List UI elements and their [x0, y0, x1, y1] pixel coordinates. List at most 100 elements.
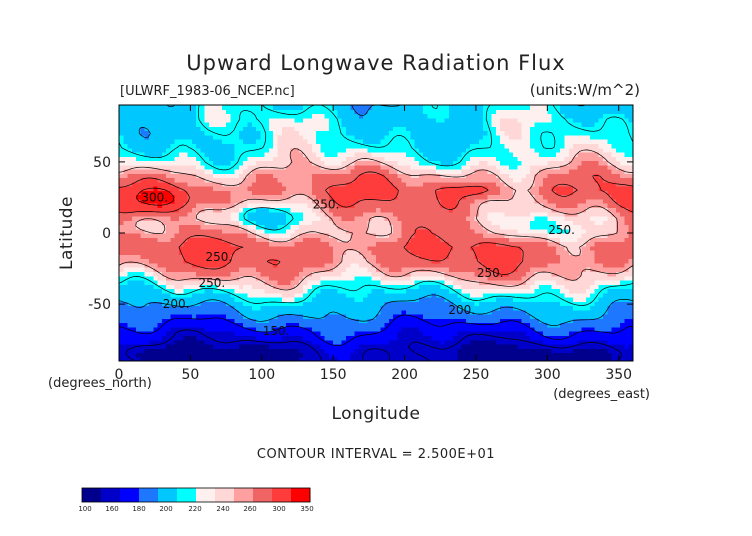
heatmap-cell — [590, 262, 596, 268]
heatmap-cell — [217, 233, 223, 238]
heatmap-cell — [397, 211, 403, 217]
heatmap-cell — [388, 254, 394, 260]
heatmap-cell — [350, 301, 356, 307]
heatmap-cell — [200, 279, 206, 285]
heatmap-cell — [487, 271, 493, 277]
heatmap-cell — [590, 314, 596, 319]
heatmap-cell — [251, 258, 257, 264]
heatmap-cell — [568, 326, 574, 332]
heatmap-cell — [307, 352, 313, 358]
heatmap-cell — [594, 339, 600, 345]
heatmap-cell — [521, 352, 527, 358]
heatmap-cell — [371, 309, 377, 315]
heatmap-cell — [230, 292, 236, 298]
heatmap-cell — [581, 190, 587, 196]
heatmap-cell — [341, 279, 347, 285]
heatmap-cell — [178, 220, 184, 226]
heatmap-cell — [504, 335, 510, 341]
heatmap-cell — [594, 207, 600, 213]
heatmap-cell — [478, 254, 484, 260]
heatmap-cell — [196, 203, 201, 208]
heatmap-cell — [260, 288, 266, 294]
heatmap-cell — [350, 241, 356, 247]
heatmap-cell — [405, 207, 411, 213]
heatmap-cell — [388, 181, 394, 187]
heatmap-cell — [144, 215, 150, 221]
heatmap-cell — [286, 203, 291, 208]
heatmap-cell — [435, 331, 441, 336]
heatmap-cell — [607, 356, 613, 362]
heatmap-cell — [153, 233, 159, 238]
heatmap-cell — [316, 352, 321, 358]
heatmap-cell — [191, 284, 197, 290]
heatmap-cell — [491, 224, 497, 230]
heatmap-cell — [397, 250, 403, 255]
heatmap-cell — [453, 322, 458, 328]
heatmap-cell — [221, 331, 227, 336]
heatmap-cell — [543, 186, 548, 191]
heatmap-cell — [555, 275, 561, 281]
heatmap-cell — [495, 224, 501, 230]
heatmap-cell — [393, 220, 399, 226]
heatmap-cell — [393, 237, 399, 243]
heatmap-cell — [525, 250, 531, 255]
heatmap-cell — [324, 224, 330, 230]
heatmap-cell — [504, 356, 510, 362]
heatmap-cell — [487, 241, 493, 247]
heatmap-cell — [234, 181, 240, 187]
heatmap-cell — [470, 292, 476, 298]
heatmap-cell — [483, 211, 488, 217]
heatmap-cell — [393, 309, 399, 315]
heatmap-cell — [243, 203, 249, 208]
heatmap-cell — [543, 237, 548, 243]
heatmap-cell — [144, 245, 150, 251]
heatmap-cell — [243, 245, 249, 251]
heatmap-cell — [534, 267, 540, 272]
heatmap-cell — [264, 215, 270, 221]
heatmap-cell — [161, 186, 167, 191]
heatmap-cell — [290, 254, 296, 260]
heatmap-cell — [500, 254, 506, 260]
heatmap-cell — [538, 343, 544, 349]
heatmap-cell — [136, 181, 142, 187]
heatmap-cell — [590, 233, 596, 238]
heatmap-cell — [221, 305, 227, 311]
heatmap-cell — [448, 211, 454, 217]
heatmap-cell — [196, 292, 201, 298]
heatmap-cell — [127, 224, 133, 230]
heatmap-cell — [388, 271, 394, 277]
heatmap-cell — [598, 348, 604, 354]
heatmap-cell — [238, 245, 244, 251]
heatmap-cell — [140, 348, 146, 354]
heatmap-cell — [204, 318, 210, 324]
heatmap-cell — [127, 190, 133, 196]
heatmap-cell — [346, 348, 351, 354]
heatmap-cell — [328, 241, 334, 247]
heatmap-cell — [508, 254, 514, 260]
heatmap-cell — [628, 275, 634, 281]
heatmap-cell — [615, 262, 621, 268]
heatmap-cell — [521, 194, 527, 200]
heatmap-cell — [294, 309, 300, 315]
heatmap-cell — [401, 207, 407, 213]
heatmap-cell — [478, 326, 484, 332]
heatmap-cell — [178, 356, 184, 362]
heatmap-cell — [615, 322, 621, 328]
heatmap-cell — [367, 292, 373, 298]
heatmap-cell — [217, 284, 223, 290]
heatmap-cell — [251, 203, 257, 208]
heatmap-cell — [414, 279, 420, 285]
heatmap-cell — [495, 314, 501, 319]
heatmap-cell — [444, 326, 450, 332]
heatmap-cell — [337, 250, 343, 255]
heatmap-cell — [487, 301, 493, 307]
heatmap-cell — [487, 190, 493, 196]
heatmap-cell — [238, 297, 244, 302]
heatmap-cell — [153, 220, 159, 226]
heatmap-cell — [320, 314, 326, 319]
heatmap-cell — [281, 207, 287, 213]
heatmap-cell — [590, 331, 596, 336]
heatmap-cell — [585, 356, 591, 362]
heatmap-cell — [307, 331, 313, 336]
heatmap-cell — [298, 186, 304, 191]
